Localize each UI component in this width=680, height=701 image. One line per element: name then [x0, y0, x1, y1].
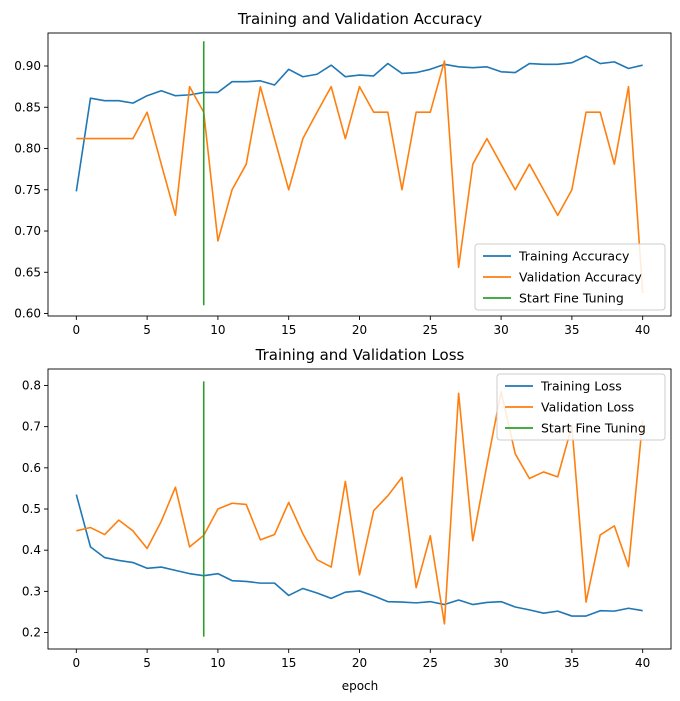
loss-x-tick-label: 25	[423, 656, 438, 670]
accuracy-x-tick-label: 30	[493, 323, 508, 337]
loss-y-tick-label: 0.4	[22, 543, 41, 557]
accuracy-x-tick-label: 0	[72, 323, 80, 337]
loss-y-tick-label: 0.2	[22, 626, 41, 640]
accuracy-x-tick-label: 10	[210, 323, 225, 337]
loss-x-axis-label: epoch	[342, 679, 379, 693]
loss-legend-label: Training Loss	[540, 379, 622, 394]
loss-y-tick-label: 0.3	[22, 584, 41, 598]
loss-x-tick-label: 0	[72, 656, 80, 670]
accuracy-y-tick-label: 0.75	[14, 183, 41, 197]
accuracy-y-tick-label: 0.60	[14, 307, 41, 321]
accuracy-legend-label: Validation Accuracy	[519, 270, 642, 285]
accuracy-legend: Training Accuracy Validation Accuracy Star…	[474, 243, 666, 311]
accuracy-legend-box	[474, 243, 666, 311]
loss-y-tick-label: 0.5	[22, 502, 41, 516]
loss-x-tick-label: 10	[210, 656, 225, 670]
loss-y-tick-label: 0.7	[22, 420, 41, 434]
loss-x-tick-label: 15	[281, 656, 296, 670]
accuracy-series-validation-line	[76, 60, 644, 293]
accuracy-y-tick-label: 0.80	[14, 142, 41, 156]
loss-legend: Training Loss Validation Loss Start Fine T…	[496, 373, 666, 441]
accuracy-y-tick-label: 0.70	[14, 224, 41, 238]
accuracy-x-tick-label: 40	[635, 323, 650, 337]
accuracy-x-tick-label: 25	[423, 323, 438, 337]
accuracy-legend-label: Training Accuracy	[518, 249, 630, 264]
accuracy-legend-label: Start Fine Tuning	[519, 291, 624, 306]
loss-legend-label: Start Fine Tuning	[541, 421, 646, 436]
loss-y-tick-label: 0.8	[22, 378, 41, 392]
loss-x-tick-label: 35	[564, 656, 579, 670]
loss-x-tick-label: 40	[635, 656, 650, 670]
accuracy-x-tick-label: 35	[564, 323, 579, 337]
loss-series-validation-line	[76, 390, 644, 625]
loss-title: Training and Validation Loss	[255, 346, 465, 364]
loss-legend-label: Validation Loss	[541, 400, 634, 415]
accuracy-y-tick-label: 0.85	[14, 100, 41, 114]
loss-x-tick-label: 20	[352, 656, 367, 670]
loss-y-tick-label: 0.6	[22, 461, 41, 475]
loss-x-tick-label: 30	[493, 656, 508, 670]
accuracy-x-tick-label: 20	[352, 323, 367, 337]
loss-series-training-line	[75, 494, 643, 617]
loss-legend-box	[496, 373, 666, 441]
accuracy-series-training-line	[75, 55, 643, 192]
accuracy-x-tick-label: 15	[281, 323, 296, 337]
loss-panel: Training and Validation Loss epoch 0 5 10 1…	[22, 346, 672, 693]
accuracy-panel: Training and Validation Accuracy 0 5 10 15 2…	[14, 10, 672, 337]
accuracy-y-tick-label: 0.90	[14, 59, 41, 73]
accuracy-title: Training and Validation Accuracy	[237, 10, 482, 28]
accuracy-x-tick-label: 5	[143, 323, 151, 337]
accuracy-y-tick-label: 0.65	[14, 265, 41, 279]
loss-x-tick-label: 5	[143, 656, 151, 670]
